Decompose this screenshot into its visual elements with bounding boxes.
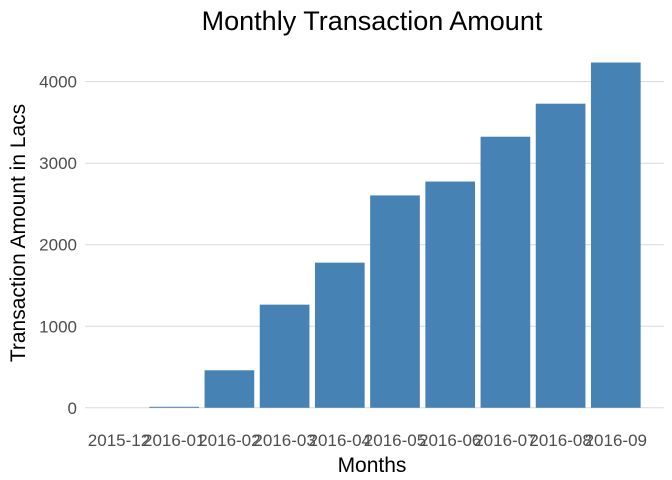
bars <box>94 62 641 408</box>
y-tick-label: 2000 <box>39 236 77 255</box>
bar-2016-02 <box>204 370 255 408</box>
y-axis-ticks: 0 1000 2000 3000 4000 <box>39 73 77 418</box>
x-tick-label: 2016-08 <box>529 431 591 450</box>
x-tick-label: 2015-12 <box>88 431 150 450</box>
chart-title: Monthly Transaction Amount <box>202 6 543 36</box>
x-axis-title: Months <box>338 454 407 477</box>
bar-2016-07 <box>480 136 531 408</box>
y-tick-label: 0 <box>68 399 77 418</box>
bar-2016-09 <box>590 62 641 408</box>
bar-2016-06 <box>425 181 476 408</box>
x-tick-label: 2016-06 <box>419 431 481 450</box>
bar-2016-05 <box>370 195 420 408</box>
x-tick-label: 2016-09 <box>585 431 647 450</box>
y-tick-label: 3000 <box>39 154 77 173</box>
x-tick-label: 2016-05 <box>364 431 426 450</box>
y-axis-title: Transaction Amount in Lacs <box>7 104 30 362</box>
bar-2016-04 <box>314 262 365 408</box>
x-tick-label: 2016-04 <box>309 431 371 450</box>
x-tick-label: 2016-01 <box>143 431 205 450</box>
x-axis-ticks: 2015-122016-012016-022016-032016-042016-… <box>88 431 647 450</box>
bar-2016-01 <box>149 406 200 408</box>
x-tick-label: 2016-07 <box>474 431 536 450</box>
x-tick-label: 2016-02 <box>198 431 260 450</box>
bar-2016-03 <box>259 304 310 408</box>
bar-2016-08 <box>535 103 586 408</box>
y-tick-label: 4000 <box>39 73 77 92</box>
y-tick-label: 1000 <box>39 317 77 336</box>
x-tick-label: 2016-03 <box>253 431 315 450</box>
